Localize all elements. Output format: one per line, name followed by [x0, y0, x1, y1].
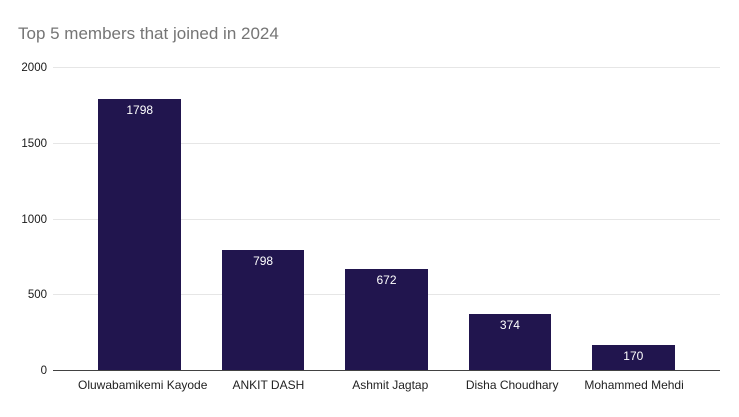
x-axis-label: Disha Choudhary	[465, 378, 559, 392]
bar-band: 170	[572, 68, 695, 371]
x-axis-labels: Oluwabamikemi Kayode ANKIT DASH Ashmit Jag…	[78, 378, 695, 392]
bar-band: 374	[448, 68, 571, 371]
bars-container: 1798 798 672 374 170	[78, 68, 695, 371]
bar-value-label: 374	[499, 318, 520, 333]
y-axis-tick-label: 1000	[21, 213, 47, 226]
bar: 374	[468, 314, 552, 371]
bar-value-label: 672	[376, 273, 397, 288]
bar: 672	[345, 269, 428, 371]
bar-band: 1798	[78, 68, 201, 371]
y-axis-tick-label: 0	[40, 365, 47, 377]
gridline	[53, 218, 720, 220]
gridline	[53, 67, 720, 68]
chart-title: Top 5 members that joined in 2024	[18, 24, 279, 43]
bar: 798	[221, 250, 305, 371]
x-axis-label: Mohammed Mehdi	[584, 378, 684, 392]
x-axis-label: ANKIT DASH	[232, 378, 305, 392]
bar-value-label: 798	[253, 254, 274, 269]
y-axis-tick-label: 500	[27, 289, 47, 302]
plot-area: 1798 798 672 374 170	[53, 67, 720, 371]
x-axis-line	[53, 370, 720, 371]
bar: 170	[591, 345, 675, 371]
y-axis-tick-label: 1500	[21, 137, 47, 150]
bar-value-label: 1798	[126, 102, 154, 117]
gridline	[53, 142, 720, 144]
x-axis-label: Oluwabamikemi Kayode	[78, 378, 208, 392]
x-axis-label: Ashmit Jagtap	[352, 378, 429, 392]
bar-value-label: 170	[623, 349, 644, 364]
y-axis-tick-label: 2000	[21, 62, 47, 74]
bar-band: 672	[325, 68, 448, 371]
bar-band: 798	[201, 68, 324, 371]
bar: 1798	[98, 98, 182, 371]
